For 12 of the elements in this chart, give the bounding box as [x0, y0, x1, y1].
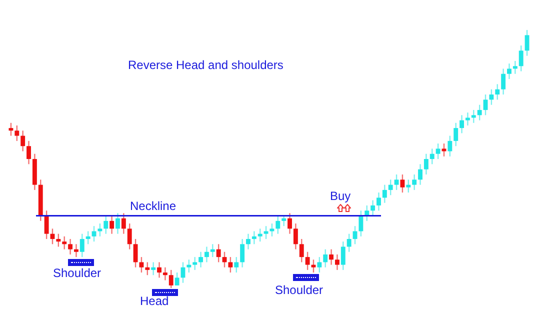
text: Reverse Head and shoulders	[128, 58, 284, 72]
ref-line-label: Neckline	[130, 199, 176, 214]
candlestick	[512, 60, 518, 74]
annotation: Buy	[330, 189, 351, 203]
annotation: Shoulder	[53, 266, 102, 280]
candlestick	[465, 112, 470, 126]
candlestick	[151, 262, 156, 276]
text: Head	[140, 294, 169, 308]
candlestick	[74, 244, 78, 258]
annotation: Shoulder	[275, 283, 324, 297]
candlestick	[162, 267, 168, 280]
candlestick	[252, 231, 256, 244]
